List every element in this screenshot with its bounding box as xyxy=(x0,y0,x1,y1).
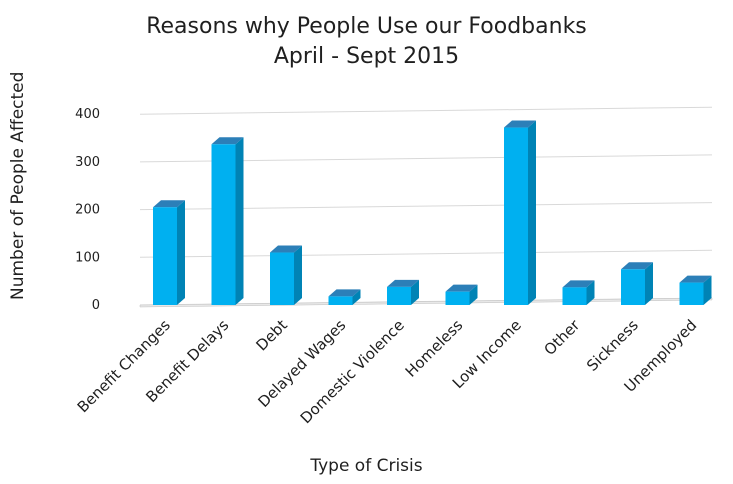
bar xyxy=(211,137,244,305)
bar xyxy=(445,284,478,305)
x-axis-label: Type of Crisis xyxy=(310,456,423,476)
bar xyxy=(504,120,536,305)
bar-front xyxy=(328,296,353,305)
bar-front xyxy=(504,127,528,305)
bar-top xyxy=(562,280,595,288)
bar-side xyxy=(294,245,302,305)
bar-top xyxy=(328,289,361,297)
bar-side xyxy=(177,200,185,305)
y-tick-label: 400 xyxy=(75,107,100,122)
bar-top xyxy=(211,137,244,145)
bar-side xyxy=(703,275,712,305)
gridline xyxy=(139,106,713,115)
bar-front xyxy=(621,269,645,305)
bar xyxy=(562,280,595,305)
bar-side xyxy=(469,284,478,305)
bar-front xyxy=(270,252,294,305)
bar-front xyxy=(679,282,704,305)
bar-side xyxy=(586,280,595,305)
x-tick-label: Sickness xyxy=(583,316,642,375)
chart-title: Reasons why People Use our Foodbanks xyxy=(146,14,587,39)
bar-front xyxy=(445,291,470,305)
y-tick-label: 200 xyxy=(75,203,100,218)
bar-top xyxy=(270,245,302,253)
x-tick-label: Other xyxy=(540,316,583,359)
bar-top xyxy=(679,275,712,283)
bar-front xyxy=(387,286,411,305)
bar-top xyxy=(445,284,478,292)
bar-top xyxy=(621,262,653,270)
bar-side xyxy=(235,137,244,305)
bar-side xyxy=(352,289,361,305)
bar xyxy=(621,262,653,305)
bar xyxy=(328,289,361,305)
bar-front xyxy=(153,207,177,305)
x-tick-label: Debt xyxy=(253,316,291,354)
bar xyxy=(270,245,302,305)
y-tick-label: 0 xyxy=(92,298,100,313)
bar-side xyxy=(528,120,536,305)
bar-side xyxy=(645,262,653,305)
bar-front xyxy=(211,144,236,305)
bar-front xyxy=(562,287,587,305)
bar-top xyxy=(153,200,185,208)
bar-top xyxy=(504,120,536,128)
chart-subtitle: April - Sept 2015 xyxy=(273,44,460,69)
y-tick-label: 300 xyxy=(75,155,100,170)
bar-top xyxy=(387,279,419,287)
bar xyxy=(153,200,185,305)
x-tick-label: Domestic Violence xyxy=(297,316,408,427)
bar-side xyxy=(411,279,419,305)
bar xyxy=(679,275,712,305)
bar xyxy=(387,279,419,305)
y-tick-label: 100 xyxy=(75,250,100,265)
